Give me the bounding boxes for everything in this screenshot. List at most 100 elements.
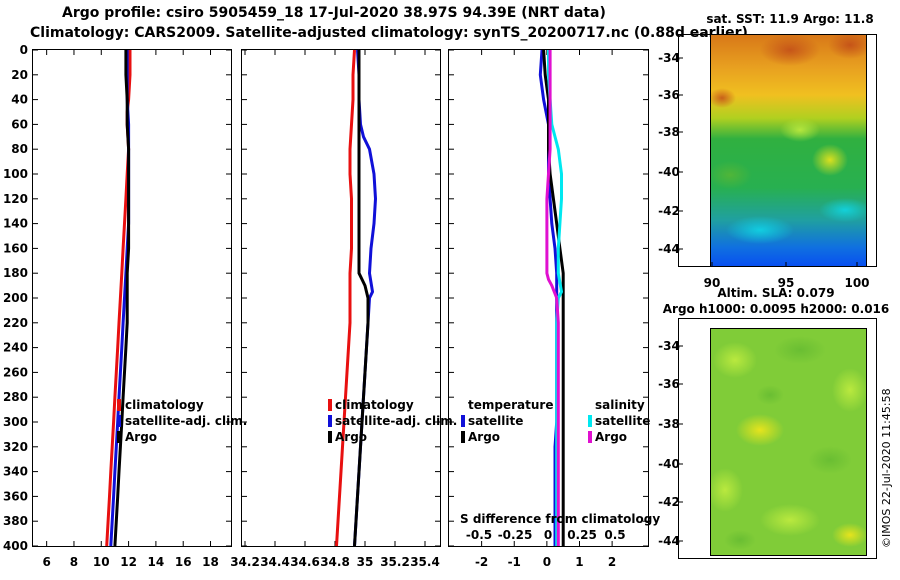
depth-tick-label: 100 <box>3 167 28 181</box>
map-axis-labels: -34 -36 -38 -40 -42 -44 90 95 100 -34 -36 -38 -40 -42… <box>658 51 869 548</box>
legend-label-climatology: climatology <box>125 398 204 412</box>
depth-tick-label: 200 <box>3 291 28 305</box>
sla-lat-label: -40 <box>658 457 680 471</box>
legend-label-climatology: climatology <box>335 398 414 412</box>
series-line-argo <box>353 50 370 547</box>
depth-tick-label: 160 <box>3 241 28 255</box>
x-tick-label: 35.4 <box>410 555 440 569</box>
difference-panel-frame <box>448 49 649 547</box>
x-tick-label: 1 <box>575 555 583 569</box>
legend-label-satellite-adj: satellite-adj. clim. <box>335 414 457 428</box>
sst-map-image <box>711 35 866 266</box>
sla-map-frame <box>710 328 867 556</box>
x-tick-label: 10 <box>93 555 110 569</box>
x-tick-label: 35 <box>357 555 374 569</box>
temperature-panel-frame <box>32 49 232 547</box>
x-tick-label: 12 <box>120 555 137 569</box>
legend-swatch-climatology <box>328 399 332 411</box>
diff-tick-label: 0 <box>544 528 552 542</box>
depth-tick-label: 80 <box>11 142 28 156</box>
depth-tick-label: 400 <box>3 539 28 553</box>
legend-swatch-sal-argo <box>588 431 592 443</box>
sst-lat-label: -44 <box>658 242 680 256</box>
legend-swatch-argo <box>117 431 121 443</box>
legend-label-sal-satellite: satellite <box>595 414 650 428</box>
legend-header-salinity: salinity <box>595 398 645 412</box>
legend-swatch-argo <box>328 431 332 443</box>
temperature-legend: climatology satellite-adj. clim. Argo <box>117 398 247 444</box>
x-tick-label: 34.4 <box>260 555 290 569</box>
x-tick-label: 2 <box>608 555 616 569</box>
legend-swatch-temp-satellite <box>461 415 465 427</box>
sla-title-line-2: Argo h1000: 0.0095 h2000: 0.016 <box>663 302 890 316</box>
sst-map-title: sat. SST: 11.9 Argo: 11.8 <box>706 12 873 26</box>
legend-label-temp-satellite: satellite <box>468 414 523 428</box>
sst-map-axes <box>678 34 877 267</box>
sst-lat-label: -40 <box>658 165 680 179</box>
depth-tick-label: 40 <box>11 93 28 107</box>
depth-tick-label: 280 <box>3 390 28 404</box>
depth-tick-label: 340 <box>3 465 28 479</box>
legend-label-sal-argo: Argo <box>595 430 627 444</box>
salinity-legend: climatology satellite-adj. clim. Argo <box>328 398 457 444</box>
depth-tick-label: 60 <box>11 117 28 131</box>
sst-lon-label: 90 <box>704 276 721 290</box>
legend-swatch-temp-argo <box>461 431 465 443</box>
sst-lon-label: 95 <box>778 276 795 290</box>
diff-tick-label: -0.25 <box>498 528 533 542</box>
series-line-salinity-satellite <box>547 50 563 546</box>
sst-lat-label: -34 <box>658 51 680 65</box>
sla-lat-label: -42 <box>658 495 680 509</box>
x-tick-label: 34.6 <box>290 555 320 569</box>
title-line-1: Argo profile: csiro 5905459_18 17-Jul-20… <box>62 5 606 21</box>
imos-credit: ©IMOS 22-Jul-2020 11:45:58 <box>880 388 893 548</box>
legend-label-temp-argo: Argo <box>468 430 500 444</box>
legend-swatch-climatology <box>117 399 121 411</box>
sla-lat-label: -38 <box>658 417 680 431</box>
depth-tick-label: 320 <box>3 440 28 454</box>
x-tick-label: 16 <box>175 555 192 569</box>
x-tick-label: 8 <box>70 555 78 569</box>
diff-tick-label: 0.25 <box>567 528 597 542</box>
diff-tick-label: 0.5 <box>604 528 625 542</box>
x-tick-label: 35.2 <box>380 555 410 569</box>
x-tick-label: 18 <box>202 555 219 569</box>
depth-tick-label: 140 <box>3 217 28 231</box>
legend-swatch-sal-satellite <box>588 415 592 427</box>
depth-tick-label: 380 <box>3 514 28 528</box>
x-tick-label: -2 <box>475 555 488 569</box>
depth-tick-label: 360 <box>3 489 28 503</box>
x-tick-label: 34.8 <box>320 555 350 569</box>
diff-axis-title: S difference from climatology <box>460 512 660 526</box>
sst-lat-label: -36 <box>658 88 680 102</box>
sla-title-line-1: Altim. SLA: 0.079 <box>717 286 834 300</box>
depth-tick-label: 240 <box>3 341 28 355</box>
depth-tick-label: 180 <box>3 266 28 280</box>
sst-lat-label: -38 <box>658 125 680 139</box>
x-tick-label: -1 <box>508 555 521 569</box>
title-line-2: Climatology: CARS2009. Satellite-adjuste… <box>30 25 748 41</box>
difference-legend: temperature satellite Argo salinity sate… <box>460 398 660 542</box>
x-tick-label: 6 <box>42 555 50 569</box>
depth-tick-label: 260 <box>3 365 28 379</box>
salinity-panel-frame <box>241 49 441 547</box>
sla-lat-label: -44 <box>658 534 680 548</box>
diff-tick-label: -0.5 <box>466 528 492 542</box>
sst-lat-label: -42 <box>658 204 680 218</box>
depth-tick-label: 20 <box>11 68 28 82</box>
sst-lon-label: 100 <box>844 276 869 290</box>
legend-label-satellite-adj: satellite-adj. clim. <box>125 414 247 428</box>
profile-series: 6 8 10 12 14 16 18 34.2 34.4 34.6 34.8 35 35.2 35.4 -2… <box>42 49 616 569</box>
series-line-temperature-argo <box>542 49 565 546</box>
depth-axis: 0 20 40 60 80 100 120 140 160 180 200 220 240 260 280 3… <box>3 43 648 553</box>
x-tick-label: 34.2 <box>230 555 260 569</box>
sla-map-image <box>711 329 866 555</box>
sla-lat-label: -34 <box>658 339 680 353</box>
depth-tick-label: 0 <box>20 43 28 57</box>
x-tick-label: 14 <box>148 555 165 569</box>
sla-map-axes <box>678 318 877 559</box>
depth-tick-label: 300 <box>3 415 28 429</box>
legend-label-argo: Argo <box>125 430 157 444</box>
legend-header-temperature: temperature <box>468 398 553 412</box>
